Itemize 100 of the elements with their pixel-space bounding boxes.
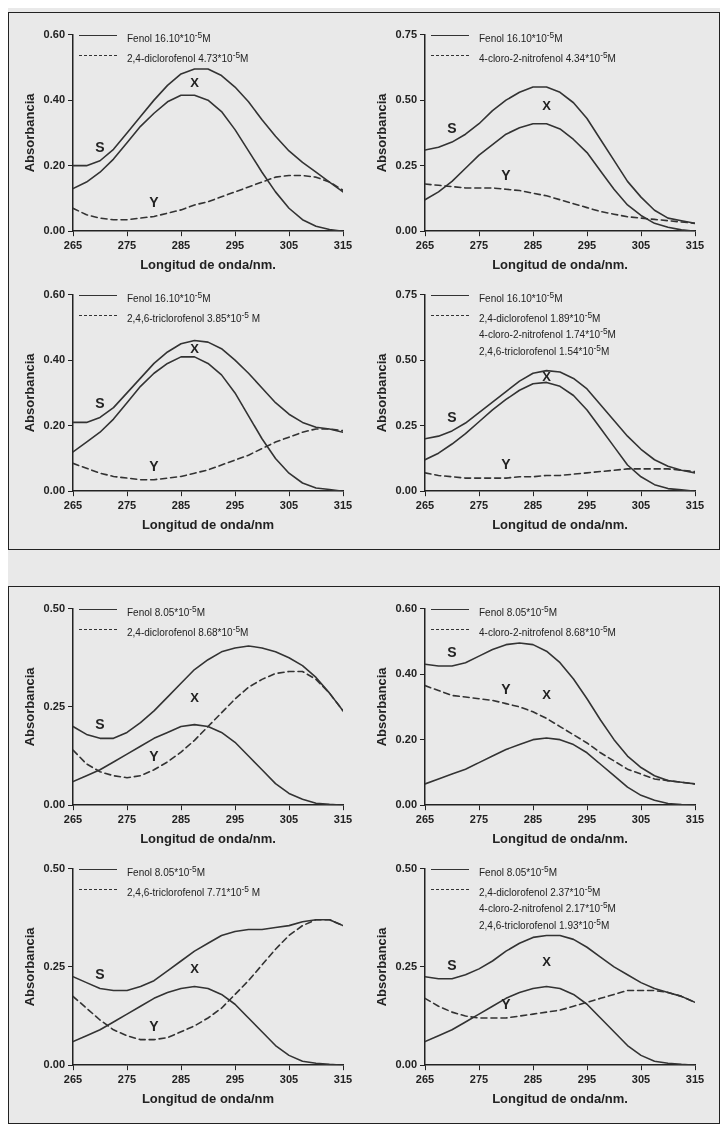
y-tick-label: 0.00 <box>395 224 418 237</box>
x-tick-label: 305 <box>279 812 299 825</box>
y-tick-label: 0.20 <box>43 158 66 171</box>
x-tick-label: 295 <box>225 1072 245 1085</box>
legend-label: Fenol 8.05*10$^{-5}$M <box>127 862 206 879</box>
x-tick-label: 315 <box>685 498 705 511</box>
y-axis-title: Absorbancia <box>374 352 390 433</box>
legend-label: 2,4-diclorofenol 4.73*10$^{-5}$M <box>127 48 249 66</box>
x-tick-label: 265 <box>63 1072 83 1085</box>
y-axis-title: Absorbancia <box>374 666 390 747</box>
x-tick-label: 285 <box>523 1072 543 1085</box>
x-tick-label: 315 <box>685 238 705 251</box>
x-tick-label: 265 <box>415 1072 435 1085</box>
x-tick-label: 275 <box>469 498 489 511</box>
legend-label: Fenol 8.05*10$^{-5}$M <box>479 602 558 619</box>
y-tick-label: 0.50 <box>395 93 418 106</box>
x-tick-label: 265 <box>415 812 435 825</box>
y-tick-label: 0.50 <box>395 353 418 366</box>
x-tick-label: 285 <box>523 812 543 825</box>
x-tick-label: 315 <box>333 812 353 825</box>
annotation: X <box>190 74 200 90</box>
x-tick-label: 315 <box>333 1072 353 1085</box>
x-tick-label: 305 <box>631 812 651 825</box>
x-axis-title: Longitud de onda/nm. <box>492 256 628 272</box>
y-tick-label: 0.00 <box>43 798 66 811</box>
x-tick-label: 315 <box>333 238 353 251</box>
annotation: S <box>95 966 105 983</box>
annotation: X <box>542 97 552 113</box>
x-tick-label: 265 <box>63 498 83 511</box>
x-tick-label: 285 <box>523 238 543 251</box>
x-tick-label: 265 <box>415 238 435 251</box>
x-tick-label: 265 <box>63 238 83 251</box>
x-tick-label: 275 <box>469 1072 489 1085</box>
annotation: S <box>95 138 105 155</box>
x-tick-label: 305 <box>279 1072 299 1085</box>
x-tick-label: 295 <box>577 812 597 825</box>
legend-label: 2,4,6-triclorofenol 3.85*10$^{-5}$ M <box>127 308 261 326</box>
y-tick-label: 0.40 <box>43 93 66 106</box>
y-tick-label: 0.00 <box>395 484 418 497</box>
y-tick-label: 0.00 <box>43 484 66 497</box>
y-tick-label: 0.20 <box>43 418 66 431</box>
x-tick-label: 305 <box>279 238 299 251</box>
y-axis-title: Absorbancia <box>374 92 390 173</box>
annotation: S <box>447 119 457 136</box>
y-tick-label: 0.50 <box>395 861 418 874</box>
legend-label: Fenol 8.05*10$^{-5}$M <box>479 862 558 879</box>
x-tick-label: 285 <box>171 1072 191 1085</box>
annotation: S <box>447 643 457 660</box>
x-tick-label: 305 <box>631 1072 651 1085</box>
x-tick-label: 295 <box>225 812 245 825</box>
x-tick-label: 305 <box>279 498 299 511</box>
annotation: X <box>190 341 200 357</box>
y-tick-label: 0.00 <box>43 1058 66 1071</box>
x-tick-label: 315 <box>685 812 705 825</box>
y-tick-label: 0.50 <box>43 861 66 874</box>
y-tick-label: 0.25 <box>395 418 418 431</box>
x-axis-title: Longitud de onda/nm. <box>140 830 276 846</box>
y-tick-label: 0.20 <box>395 732 418 745</box>
x-tick-label: 275 <box>117 498 137 511</box>
legend-label: Fenol 16.10*10$^{-5}$M <box>479 288 563 305</box>
x-axis-title: Longitud de onda/nm <box>141 1090 275 1106</box>
y-tick-label: 0.25 <box>395 959 418 972</box>
x-tick-label: 275 <box>117 1072 137 1085</box>
legend-label: 4-cloro-2-nitrofenol 4.34*10$^{-5}$M <box>479 48 616 66</box>
y-axis-title: Absorbancia <box>22 92 38 173</box>
y-axis-title: Absorbancia <box>22 926 38 1007</box>
annotation: X <box>542 369 552 385</box>
legend-label: 2,4,6-triclorofenol 7.71*10$^{-5}$ M <box>127 882 261 900</box>
legend-label: Fenol 16.10*10$^{-5}$M <box>127 28 211 45</box>
x-axis-title: Longitud de onda/nm. <box>492 830 628 846</box>
y-tick-label: 0.60 <box>43 287 66 300</box>
x-tick-label: 275 <box>117 238 137 251</box>
x-axis-title: Longitud de onda/nm. <box>492 516 628 532</box>
y-axis-title: Absorbancia <box>22 352 38 433</box>
annotation: S <box>95 395 105 412</box>
x-tick-label: 295 <box>577 238 597 251</box>
annotation: S <box>95 716 105 733</box>
legend-label: 2,4-diclorofenol 8.68*10$^{-5}$M <box>127 622 249 640</box>
x-tick-label: 285 <box>171 498 191 511</box>
y-tick-label: 0.60 <box>395 601 418 614</box>
x-tick-label: 295 <box>577 498 597 511</box>
y-tick-label: 0.00 <box>395 1058 418 1071</box>
x-tick-label: 305 <box>631 238 651 251</box>
x-tick-label: 295 <box>225 498 245 511</box>
annotation: X <box>190 961 200 977</box>
y-tick-label: 0.75 <box>395 287 418 300</box>
y-tick-label: 0.25 <box>43 959 66 972</box>
legend-label: Fenol 16.10*10$^{-5}$M <box>127 288 211 305</box>
y-tick-label: 0.50 <box>43 601 66 614</box>
annotation: S <box>447 408 457 425</box>
x-axis-title: Longitud de onda/nm. <box>492 1090 628 1106</box>
y-axis-title: Absorbancia <box>374 926 390 1007</box>
y-tick-label: 0.40 <box>43 353 66 366</box>
x-axis-title: Longitud de onda/nm <box>141 516 275 532</box>
legend-label: Fenol 8.05*10$^{-5}$M <box>127 602 206 619</box>
x-axis-title: Longitud de onda/nm. <box>140 256 276 272</box>
x-tick-label: 315 <box>685 1072 705 1085</box>
x-tick-label: 265 <box>63 812 83 825</box>
x-tick-label: 275 <box>469 812 489 825</box>
x-tick-label: 275 <box>117 812 137 825</box>
